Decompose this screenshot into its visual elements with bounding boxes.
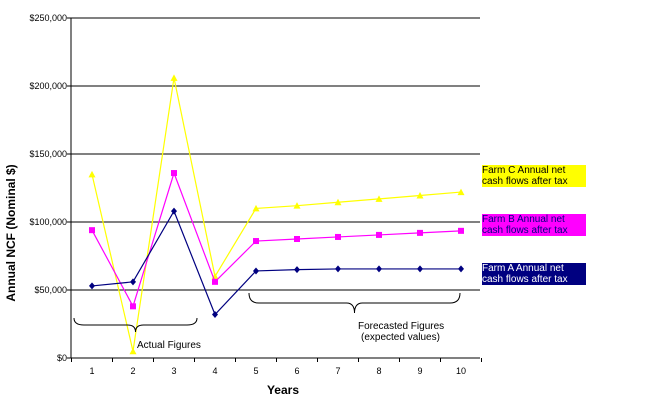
data-point xyxy=(212,278,218,285)
data-point xyxy=(253,238,259,245)
data-point xyxy=(458,227,464,234)
legend-farm-b: Farm B Annual net cash flows after tax xyxy=(482,214,586,236)
data-point xyxy=(89,227,95,234)
data-point xyxy=(457,188,465,196)
x-axis-title: Years xyxy=(267,383,299,397)
data-point xyxy=(171,207,177,215)
data-point xyxy=(212,310,218,318)
y-tick-label: $150,000 xyxy=(29,149,67,159)
x-tick-label: 2 xyxy=(130,366,135,376)
data-point xyxy=(171,170,177,177)
y-tick-label: $250,000 xyxy=(29,13,67,23)
data-point xyxy=(416,191,424,199)
y-axis-title: Annual NCF (Nominal $) xyxy=(4,164,18,301)
data-point xyxy=(417,265,423,273)
annotation-brace xyxy=(73,317,198,333)
x-axis-ticks: 1 2 3 4 5 6 7 8 9 10 xyxy=(71,358,482,376)
data-point xyxy=(252,204,260,212)
x-tick-label: 3 xyxy=(171,366,176,376)
data-point xyxy=(334,198,342,206)
x-tick-label: 7 xyxy=(335,366,340,376)
y-tick-label: $0 xyxy=(57,353,67,363)
data-point xyxy=(130,303,136,310)
y-axis-ticks: $0 $50,000 $100,000 $150,000 $200,000 $250,00… xyxy=(29,13,71,363)
legend-farm-c: Farm C Annual net cash flows after tax xyxy=(482,165,586,187)
data-point xyxy=(335,233,341,240)
x-tick-label: 5 xyxy=(253,366,258,376)
series-line xyxy=(91,209,461,316)
x-tick-label: 4 xyxy=(212,366,217,376)
x-tick-label: 8 xyxy=(376,366,381,376)
annotations: Actual Figures Forecasted Figures (expecte… xyxy=(73,292,461,351)
data-point xyxy=(294,236,300,242)
annotation-brace xyxy=(248,292,461,314)
data-point xyxy=(88,170,96,178)
data-point xyxy=(130,278,136,286)
series-line xyxy=(91,77,462,352)
gridlines xyxy=(71,17,480,291)
y-tick-label: $200,000 xyxy=(29,81,67,91)
data-point xyxy=(170,74,178,81)
data-point xyxy=(129,347,137,355)
axes xyxy=(70,18,480,359)
data-point xyxy=(458,265,464,273)
data-point xyxy=(335,265,341,273)
annotation-forecast: Forecasted Figures (expected values) xyxy=(358,321,444,343)
data-point xyxy=(375,195,383,202)
series-line xyxy=(91,171,462,308)
y-tick-label: $100,000 xyxy=(29,217,67,227)
data-point xyxy=(417,229,423,236)
series-group xyxy=(88,74,465,355)
annotation-actual: Actual Figures xyxy=(137,340,201,351)
x-tick-label: 6 xyxy=(294,366,299,376)
data-point xyxy=(376,231,382,238)
y-tick-label: $50,000 xyxy=(34,285,67,295)
data-point xyxy=(253,267,259,275)
data-point xyxy=(376,265,382,273)
data-point xyxy=(293,202,301,209)
x-tick-label: 10 xyxy=(456,366,466,376)
data-point xyxy=(89,282,95,290)
x-tick-label: 1 xyxy=(89,366,94,376)
data-point xyxy=(294,266,300,274)
x-tick-label: 9 xyxy=(417,366,422,376)
legend-farm-a: Farm A Annual net cash flows after tax xyxy=(482,263,586,285)
